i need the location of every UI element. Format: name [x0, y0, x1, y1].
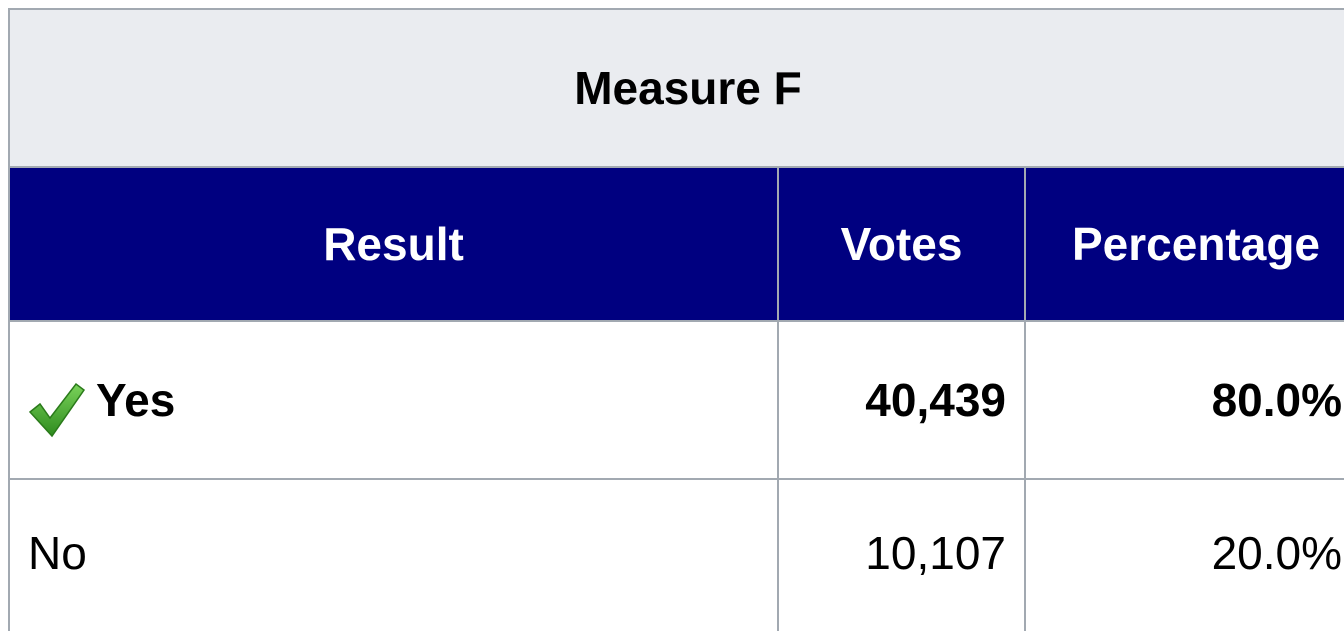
votes-cell: 10,107 [777, 478, 1026, 631]
votes-text: 40,439 [865, 374, 1006, 426]
result-text: No [28, 527, 87, 579]
check-icon [28, 382, 86, 438]
header-label: Votes [840, 218, 963, 270]
votes-cell: 40,439 [777, 320, 1026, 480]
table-title: Measure F [574, 62, 802, 114]
header-cell: Result [8, 166, 779, 322]
percentage-text: 20.0% [1211, 527, 1342, 579]
header-label: Percentage [1071, 218, 1320, 270]
header-cell: Percentage [1024, 166, 1344, 322]
result-cell: Yes [8, 320, 779, 480]
result-cell: No [8, 478, 779, 631]
header-label: Result [323, 218, 464, 270]
votes-text: 10,107 [865, 527, 1006, 579]
percentage-cell: 20.0% [1024, 478, 1344, 631]
percentage-cell: 80.0% [1024, 320, 1344, 480]
result-text: Yes [96, 374, 176, 426]
percentage-text: 80.0% [1211, 374, 1342, 426]
header-cell: Votes [777, 166, 1026, 322]
table-title-cell: Measure F [8, 8, 1344, 168]
